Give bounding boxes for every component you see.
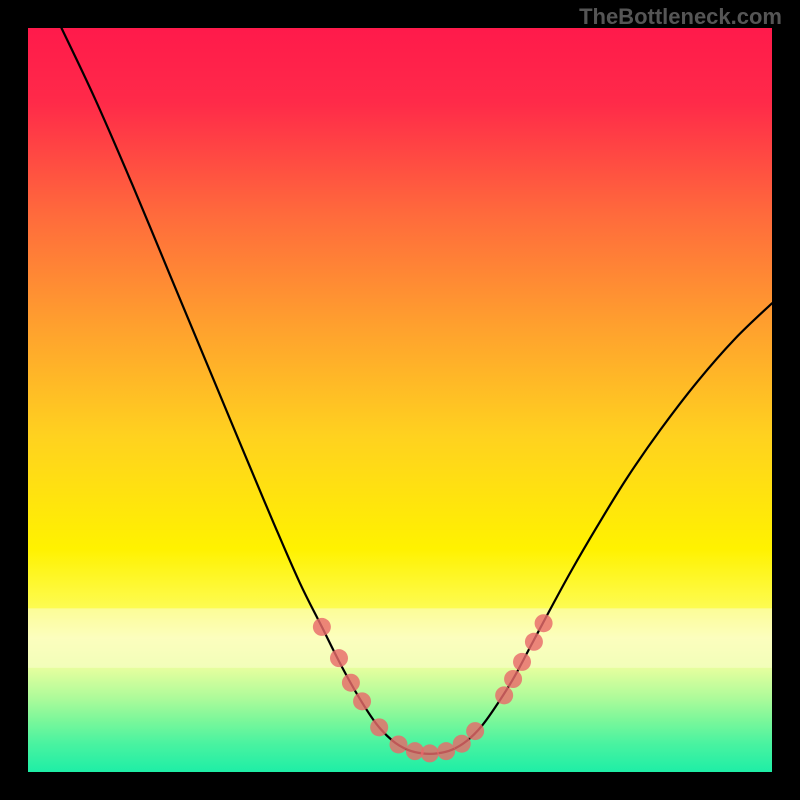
- marker-dot: [466, 722, 484, 740]
- marker-dot: [495, 686, 513, 704]
- marker-dot: [535, 614, 553, 632]
- marker-dot: [421, 744, 439, 762]
- marker-dot: [504, 670, 522, 688]
- marker-dot: [390, 735, 408, 753]
- marker-dot: [342, 674, 360, 692]
- marker-dot: [437, 742, 455, 760]
- marker-dot: [313, 618, 331, 636]
- chart-svg: [28, 28, 772, 772]
- marker-dot: [353, 692, 371, 710]
- marker-dot: [330, 649, 348, 667]
- watermark-text: TheBottleneck.com: [579, 4, 782, 30]
- plot-area: [28, 28, 772, 772]
- pale-band: [28, 608, 772, 668]
- marker-dot: [525, 633, 543, 651]
- marker-dot: [370, 718, 388, 736]
- marker-dot: [513, 653, 531, 671]
- marker-dot: [453, 735, 471, 753]
